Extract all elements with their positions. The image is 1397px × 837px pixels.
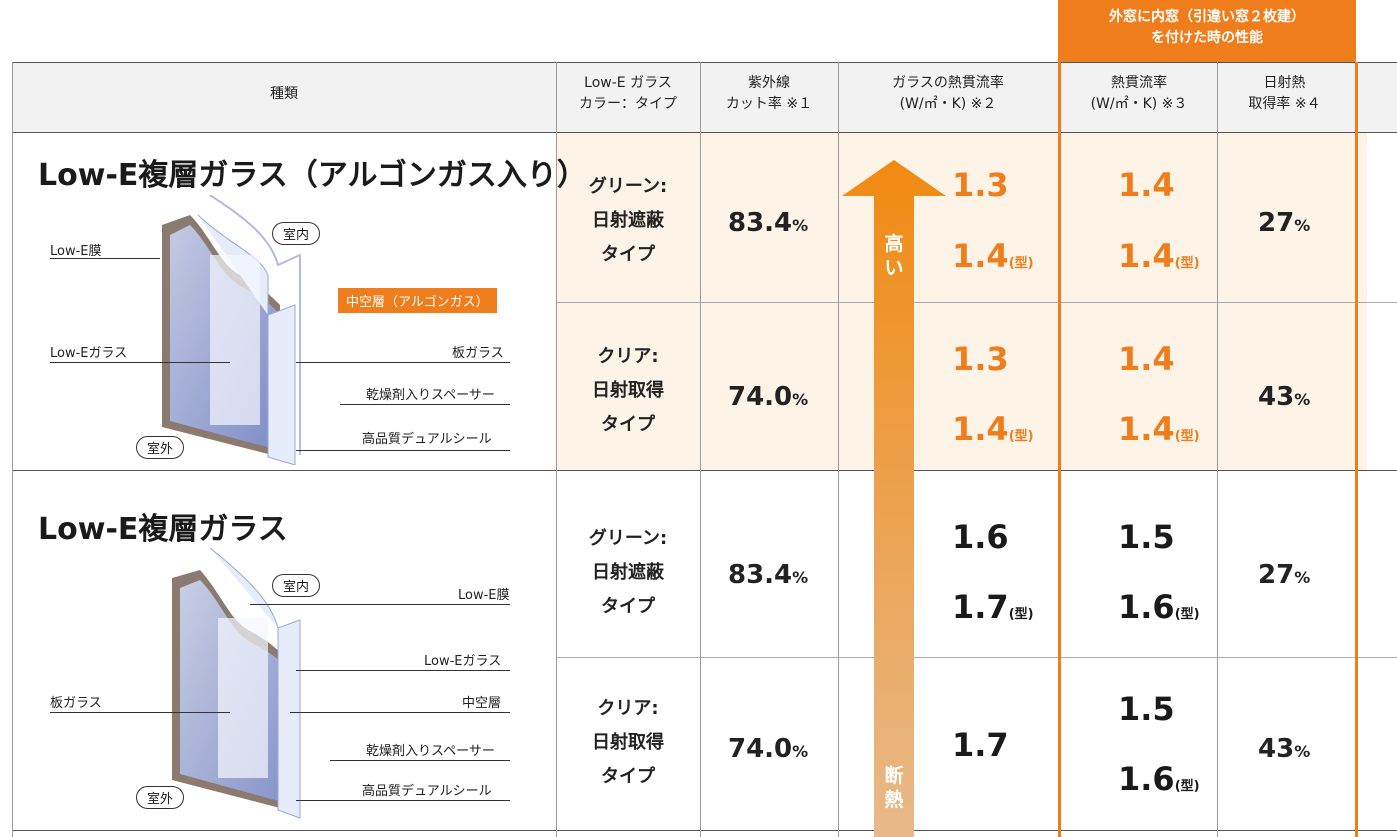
glass-highlight (210, 255, 260, 425)
s2-row1-type: グリーン: 日射遮蔽 タイプ (588, 528, 668, 617)
s2-row1-uv: 83.4% (728, 560, 809, 590)
s2-row2-window-u: 1.5 (1118, 690, 1175, 728)
section-2-title: Low-E複層ガラス (38, 512, 288, 547)
s1-row2-window-u: 1.4 (1118, 340, 1175, 378)
argon-section-highlight (556, 132, 1367, 470)
header-window-u: 熱貫流率 (W/㎡・K) ※３ (1090, 75, 1188, 112)
header-glass-u: ガラスの熱貫流率 (W/㎡・K) ※２ (892, 75, 1004, 112)
s2-row1-solar: 27% (1258, 560, 1311, 590)
section-divider (12, 470, 1397, 471)
col-line-2 (700, 62, 701, 837)
s1-label-spacer: 乾燥剤入りスペーサー (366, 388, 495, 403)
section-1-title: Low-E複層ガラス（アルゴンガス入り） (38, 158, 587, 193)
s2-label-plate-glass: 板ガラス (50, 696, 102, 711)
s1-leader-lowe-glass (50, 362, 230, 363)
s1-row1-window-u: 1.4 (1118, 166, 1175, 204)
s1-label-lowe-film: Low-E膜 (50, 244, 102, 259)
s1-label-outdoor: 室外 (136, 436, 185, 459)
arrow-shape (842, 160, 946, 837)
s2-row1-window-u-mold: 1.6(型) (1118, 588, 1200, 626)
inner-window-banner: 外窓に内窓（引違い窓２枚建） を付けた時の性能 (1058, 0, 1356, 63)
s1-row1-glass-u: 1.3 (952, 166, 1009, 204)
banner-line-1: 外窓に内窓（引違い窓２枚建） (1109, 9, 1305, 25)
s2-leader-plate-glass (50, 712, 230, 713)
s2-row2-type: クリア: 日射取得 タイプ (592, 698, 664, 787)
header-uv-cut: 紫外線 カット率 ※１ (725, 75, 813, 112)
s1-leader-seal (296, 450, 510, 451)
s2-row1-glass-u-mold: 1.7(型) (952, 588, 1034, 626)
s2-label-lowe-film: Low-E膜 (458, 588, 510, 603)
s2-label-seal: 高品質デュアルシール (362, 784, 492, 799)
s1-row1-glass-u-mold: 1.4(型) (952, 237, 1034, 275)
row-divider-1 (556, 302, 1397, 303)
s1-leader-plate-glass (296, 362, 510, 363)
row-divider-2 (556, 657, 1397, 658)
s2-leader-lowe-film (250, 604, 510, 605)
s2-row2-window-u-mold: 1.6(型) (1118, 760, 1200, 798)
s2-leader-hollow (290, 712, 510, 713)
col-line-3 (838, 62, 839, 837)
s2-row2-solar: 43% (1258, 734, 1311, 764)
header-solar-gain: 日射熱 取得率 ※４ (1248, 75, 1321, 112)
col-line-5 (1217, 62, 1218, 837)
s1-label-seal: 高品質デュアルシール (362, 432, 492, 447)
s2-label-lowe-glass: Low-Eガラス (424, 654, 502, 669)
s1-row2-window-u-mold: 1.4(型) (1118, 410, 1200, 448)
header-kind: 種類 (270, 86, 298, 102)
s1-leader-lowe-film (50, 258, 160, 259)
arrow-label-insulation: 断熱 (884, 765, 904, 811)
s1-row1-solar: 27% (1258, 208, 1311, 238)
col-line-1 (556, 62, 557, 837)
s1-label-indoor: 室内 (272, 222, 321, 245)
col-line-0 (12, 62, 13, 837)
s2-leader-spacer (330, 760, 510, 761)
table-bottom-border (12, 830, 1397, 831)
s1-row1-window-u-mold: 1.4(型) (1118, 237, 1200, 275)
s1-leader-spacer (340, 404, 510, 405)
s1-row2-uv: 74.0% (728, 382, 809, 412)
insulation-arrow (842, 160, 946, 837)
s1-row2-glass-u-mold: 1.4(型) (952, 410, 1034, 448)
header-color-type: Low-E ガラス カラー：タイプ (579, 75, 677, 112)
s2-row2-uv: 74.0% (728, 734, 809, 764)
s1-row1-uv: 83.4% (728, 208, 809, 238)
glass-pane-inner (209, 548, 301, 819)
s2-label-indoor: 室内 (272, 574, 321, 597)
s2-row1-window-u: 1.5 (1118, 518, 1175, 556)
argon-glass-illustration (162, 195, 301, 465)
s2-label-outdoor: 室外 (136, 786, 185, 809)
s1-label-hollow: 中空層（アルゴンガス） (338, 288, 497, 313)
s2-row1-glass-u: 1.6 (952, 518, 1009, 556)
inner-window-column-frame (1058, 62, 1358, 837)
s2-leader-lowe-glass (296, 670, 510, 671)
lowe-glass-illustration (172, 548, 301, 819)
glass-highlight (218, 618, 268, 778)
s1-row2-glass-u: 1.3 (952, 340, 1009, 378)
s1-row2-solar: 43% (1258, 382, 1311, 412)
table-header-background (12, 62, 1397, 132)
s1-row1-type: グリーン: 日射遮蔽 タイプ (588, 176, 668, 265)
s2-label-hollow: 中空層 (462, 696, 502, 711)
table-top-border (12, 62, 1397, 63)
s1-row2-type: クリア: 日射取得 タイプ (592, 346, 664, 435)
s1-label-lowe-glass: Low-Eガラス (50, 346, 128, 361)
arrow-label-high: 高い (884, 233, 904, 279)
header-bottom-border (12, 132, 1397, 133)
banner-line-2: を付けた時の性能 (1151, 30, 1263, 46)
s2-label-spacer: 乾燥剤入りスペーサー (366, 744, 495, 759)
s1-label-plate-glass: 板ガラス (452, 346, 504, 361)
s2-row2-glass-u: 1.7 (952, 726, 1009, 764)
glass-pane-edge (209, 195, 301, 455)
s2-leader-seal (296, 800, 510, 801)
